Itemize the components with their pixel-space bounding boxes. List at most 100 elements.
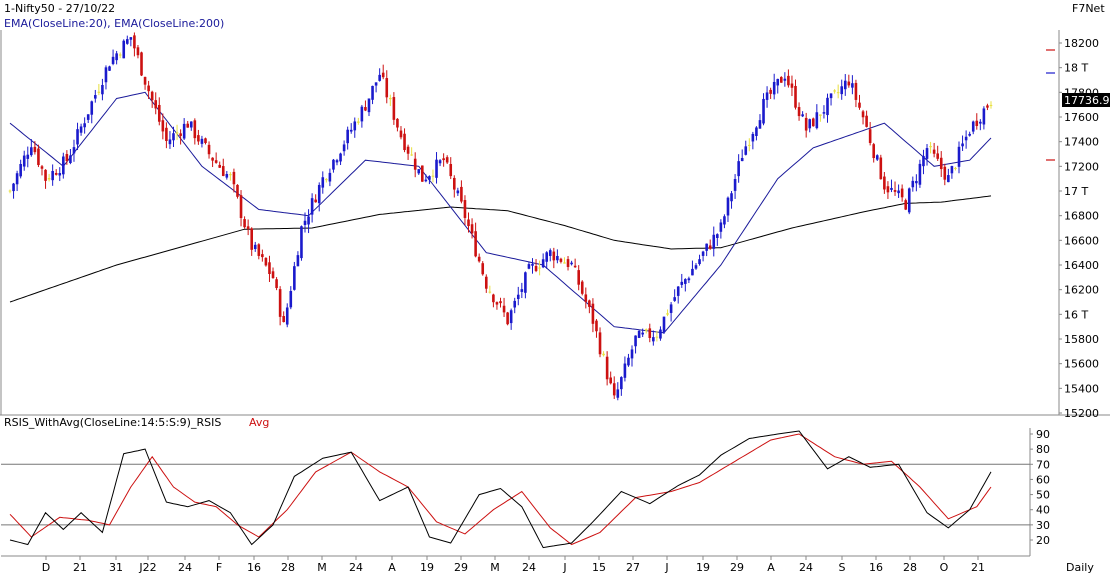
candle-body bbox=[367, 98, 371, 113]
candle-body bbox=[833, 90, 836, 92]
price-tick-label: 16200 bbox=[1064, 284, 1099, 297]
candle-body bbox=[349, 129, 353, 132]
candle-body bbox=[157, 104, 161, 122]
candle-body bbox=[516, 294, 520, 300]
candle-body bbox=[307, 216, 310, 225]
candle-body bbox=[740, 157, 744, 162]
candle-body bbox=[609, 377, 612, 384]
candlestick-series bbox=[8, 32, 993, 401]
candle-body bbox=[33, 146, 37, 153]
candle-body bbox=[538, 267, 541, 269]
candle-body bbox=[883, 176, 886, 190]
candle-body bbox=[261, 254, 264, 258]
candle-body bbox=[182, 123, 186, 139]
candle-body bbox=[506, 312, 509, 325]
candle-body bbox=[421, 165, 424, 182]
candle-body bbox=[520, 289, 524, 292]
candle-body bbox=[605, 356, 609, 380]
price-tick-label: 17 T bbox=[1064, 185, 1088, 198]
candle-body bbox=[602, 353, 605, 356]
candle-body bbox=[179, 133, 182, 136]
candle-body bbox=[947, 175, 950, 183]
candle-body bbox=[165, 127, 168, 141]
candle-body bbox=[371, 85, 374, 100]
candle-body bbox=[357, 121, 360, 123]
candle-body bbox=[218, 164, 222, 168]
candle-body bbox=[641, 332, 644, 335]
candle-body bbox=[971, 121, 975, 132]
candle-body bbox=[40, 166, 44, 169]
candle-body bbox=[637, 330, 641, 338]
date-tick-label: 16 bbox=[869, 561, 883, 574]
candle-body bbox=[676, 286, 680, 296]
candle-body bbox=[801, 114, 804, 117]
candle-body bbox=[986, 105, 989, 108]
price-tick-label: 17400 bbox=[1064, 136, 1099, 149]
candle-body bbox=[918, 163, 922, 185]
candle-body bbox=[403, 133, 406, 151]
candle-body bbox=[559, 258, 563, 262]
ema-legend: EMA(CloseLine:20), EMA(CloseLine:200) bbox=[4, 17, 224, 30]
date-tick-label: M bbox=[317, 561, 327, 574]
candle-body bbox=[627, 357, 630, 366]
candle-body bbox=[257, 244, 261, 256]
candle-body bbox=[396, 118, 399, 128]
candle-body bbox=[378, 74, 381, 81]
candle-body bbox=[534, 265, 538, 271]
candle-body bbox=[136, 47, 140, 56]
candle-body bbox=[232, 171, 236, 185]
rsi-tick-label: 70 bbox=[1036, 458, 1050, 471]
candle-body bbox=[104, 67, 108, 83]
candle-body bbox=[186, 123, 190, 128]
candle-body bbox=[595, 320, 598, 332]
candle-body bbox=[961, 143, 964, 147]
chart-title: 1-Nifty50 - 27/10/22 bbox=[4, 2, 115, 15]
candle-body bbox=[303, 220, 307, 225]
candle-body bbox=[332, 159, 335, 170]
candle-body bbox=[37, 148, 40, 166]
candle-body bbox=[72, 147, 76, 154]
date-tick-label: 21 bbox=[73, 561, 87, 574]
candle-body bbox=[911, 180, 915, 188]
candle-body bbox=[875, 155, 879, 160]
candle-body bbox=[915, 181, 918, 184]
candle-body bbox=[634, 335, 637, 347]
candle-body bbox=[787, 75, 790, 86]
price-tick-label: 16 T bbox=[1064, 308, 1088, 321]
candle-body bbox=[495, 302, 499, 305]
candle-body bbox=[438, 160, 442, 164]
rsi-tick-label: 50 bbox=[1036, 489, 1050, 502]
candle-body bbox=[989, 104, 993, 106]
candle-body bbox=[86, 114, 90, 120]
candle-body bbox=[929, 146, 932, 148]
candle-body bbox=[278, 289, 282, 317]
date-tick-label: F bbox=[216, 561, 222, 574]
candle-body bbox=[811, 118, 815, 127]
date-tick-label: J bbox=[664, 561, 668, 574]
rsi-legend: RSIS_WithAvg(CloseLine:14:5:S:9)_RSIS bbox=[4, 416, 221, 429]
last-price-label: 17736.9 bbox=[1064, 94, 1110, 107]
candle-body bbox=[509, 310, 513, 324]
candle-body bbox=[548, 250, 552, 256]
candle-body bbox=[353, 121, 357, 131]
candle-body bbox=[744, 146, 748, 155]
candle-body bbox=[826, 97, 829, 116]
date-tick-label: 24 bbox=[799, 561, 813, 574]
candle-body bbox=[54, 173, 58, 175]
candle-body bbox=[499, 301, 502, 304]
candle-body bbox=[527, 264, 531, 269]
date-tick-label: 29 bbox=[454, 561, 468, 574]
candle-body bbox=[30, 147, 33, 156]
candle-body bbox=[236, 184, 239, 197]
candle-body bbox=[730, 193, 733, 202]
candle-body bbox=[570, 262, 573, 265]
candle-body bbox=[445, 157, 449, 163]
candle-body bbox=[197, 135, 200, 142]
date-tick-label: 31 bbox=[109, 561, 123, 574]
candle-body bbox=[44, 169, 47, 181]
candle-body bbox=[282, 316, 285, 323]
candle-body bbox=[389, 97, 392, 100]
candle-body bbox=[851, 83, 854, 88]
